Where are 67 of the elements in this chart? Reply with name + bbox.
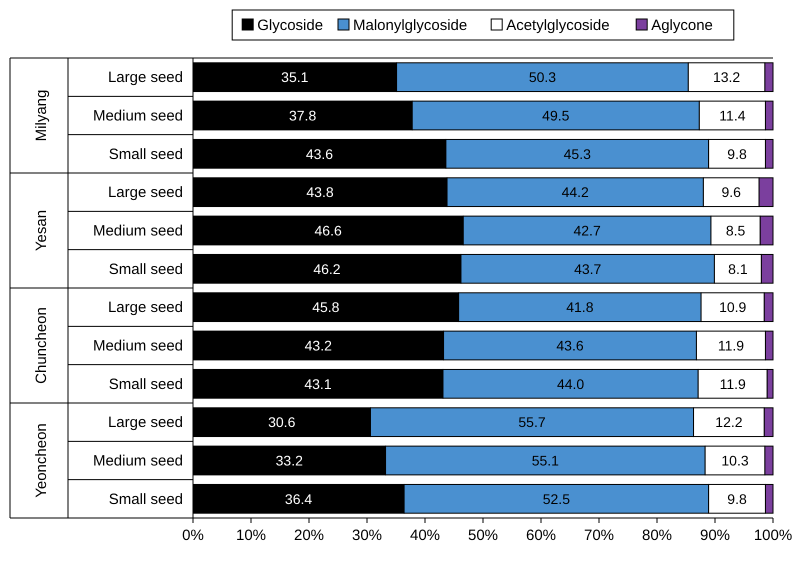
data-label: 11.4 <box>719 108 746 124</box>
data-label: 46.6 <box>314 222 342 238</box>
x-tick-label: 70% <box>584 527 614 544</box>
x-tick-label: 100% <box>754 527 792 544</box>
data-label: 13.2 <box>712 69 740 86</box>
data-label: 11.9 <box>720 376 746 392</box>
data-label: 12.2 <box>715 414 743 430</box>
data-label: 36.4 <box>284 490 312 507</box>
y-tick-label: Large seed <box>108 299 183 316</box>
y-tick-label: Large seed <box>108 414 183 432</box>
x-tick-label: 20% <box>294 527 324 544</box>
data-label: 41.8 <box>566 299 594 316</box>
data-label: 11.9 <box>718 338 744 354</box>
data-label: 50.3 <box>528 69 556 86</box>
data-label: 43.8 <box>306 184 334 200</box>
x-tick-label: 0% <box>182 527 204 544</box>
y-tick-label: Small seed <box>108 146 183 163</box>
data-label: 9.8 <box>727 490 747 507</box>
data-label: 52.5 <box>542 490 570 507</box>
y-tick-label: Small seed <box>108 376 183 393</box>
data-label: 10.3 <box>721 452 749 468</box>
data-label: 43.2 <box>304 338 332 354</box>
data-label: 44.2 <box>562 184 590 200</box>
data-label: 42.7 <box>573 222 601 238</box>
legend-label: Malonylglycoside <box>353 17 468 34</box>
data-label: 46.2 <box>313 260 341 277</box>
x-tick-label: 90% <box>700 527 730 544</box>
y-tick-label: Large seed <box>108 69 183 86</box>
y-tick-label: Medium seed <box>92 338 183 354</box>
data-label: 43.1 <box>304 376 332 392</box>
data-label: 43.6 <box>306 146 334 162</box>
text: Milyang <box>33 90 50 142</box>
y-tick-label: Large seed <box>108 184 183 202</box>
legend-label: Acetylglycoside <box>506 17 610 34</box>
data-label: 55.1 <box>532 452 560 468</box>
y-tick-label: Medium seed <box>92 108 183 124</box>
data-label: 9.6 <box>722 184 742 200</box>
text: Yeoncheon <box>33 423 50 498</box>
data-label: 8.5 <box>726 222 746 238</box>
x-tick-label: 30% <box>352 527 382 544</box>
data-label: 45.8 <box>312 299 340 316</box>
data-label: 43.7 <box>574 260 602 277</box>
data-label: 8.1 <box>728 260 748 277</box>
x-tick-label: 50% <box>468 527 498 544</box>
y-tick-label: Medium seed <box>92 222 183 240</box>
x-tick-label: 60% <box>526 527 556 544</box>
x-tick-label: 10% <box>236 527 266 544</box>
data-label: 9.8 <box>727 146 747 162</box>
legend-label: Aglycone <box>651 17 713 34</box>
x-tick-label: 40% <box>410 527 440 544</box>
data-label: 44.0 <box>556 376 584 392</box>
data-label: 10.9 <box>719 299 747 316</box>
y-tick-label: Medium seed <box>92 452 183 470</box>
y-tick-label: Small seed <box>108 490 183 508</box>
data-label: 37.8 <box>288 108 316 124</box>
data-label: 55.7 <box>518 414 546 430</box>
data-label: 35.1 <box>281 69 309 86</box>
text: Yesan <box>33 210 50 252</box>
x-tick-label: 80% <box>642 527 672 544</box>
legend-label: Glycoside <box>257 17 324 34</box>
text: Chuncheon <box>33 307 50 384</box>
data-label: 33.2 <box>276 452 304 468</box>
y-tick-label: Small seed <box>108 260 183 278</box>
data-label: 49.5 <box>542 108 570 124</box>
data-label: 43.6 <box>556 338 584 354</box>
data-label: 45.3 <box>564 146 592 162</box>
data-label: 30.6 <box>268 414 296 430</box>
